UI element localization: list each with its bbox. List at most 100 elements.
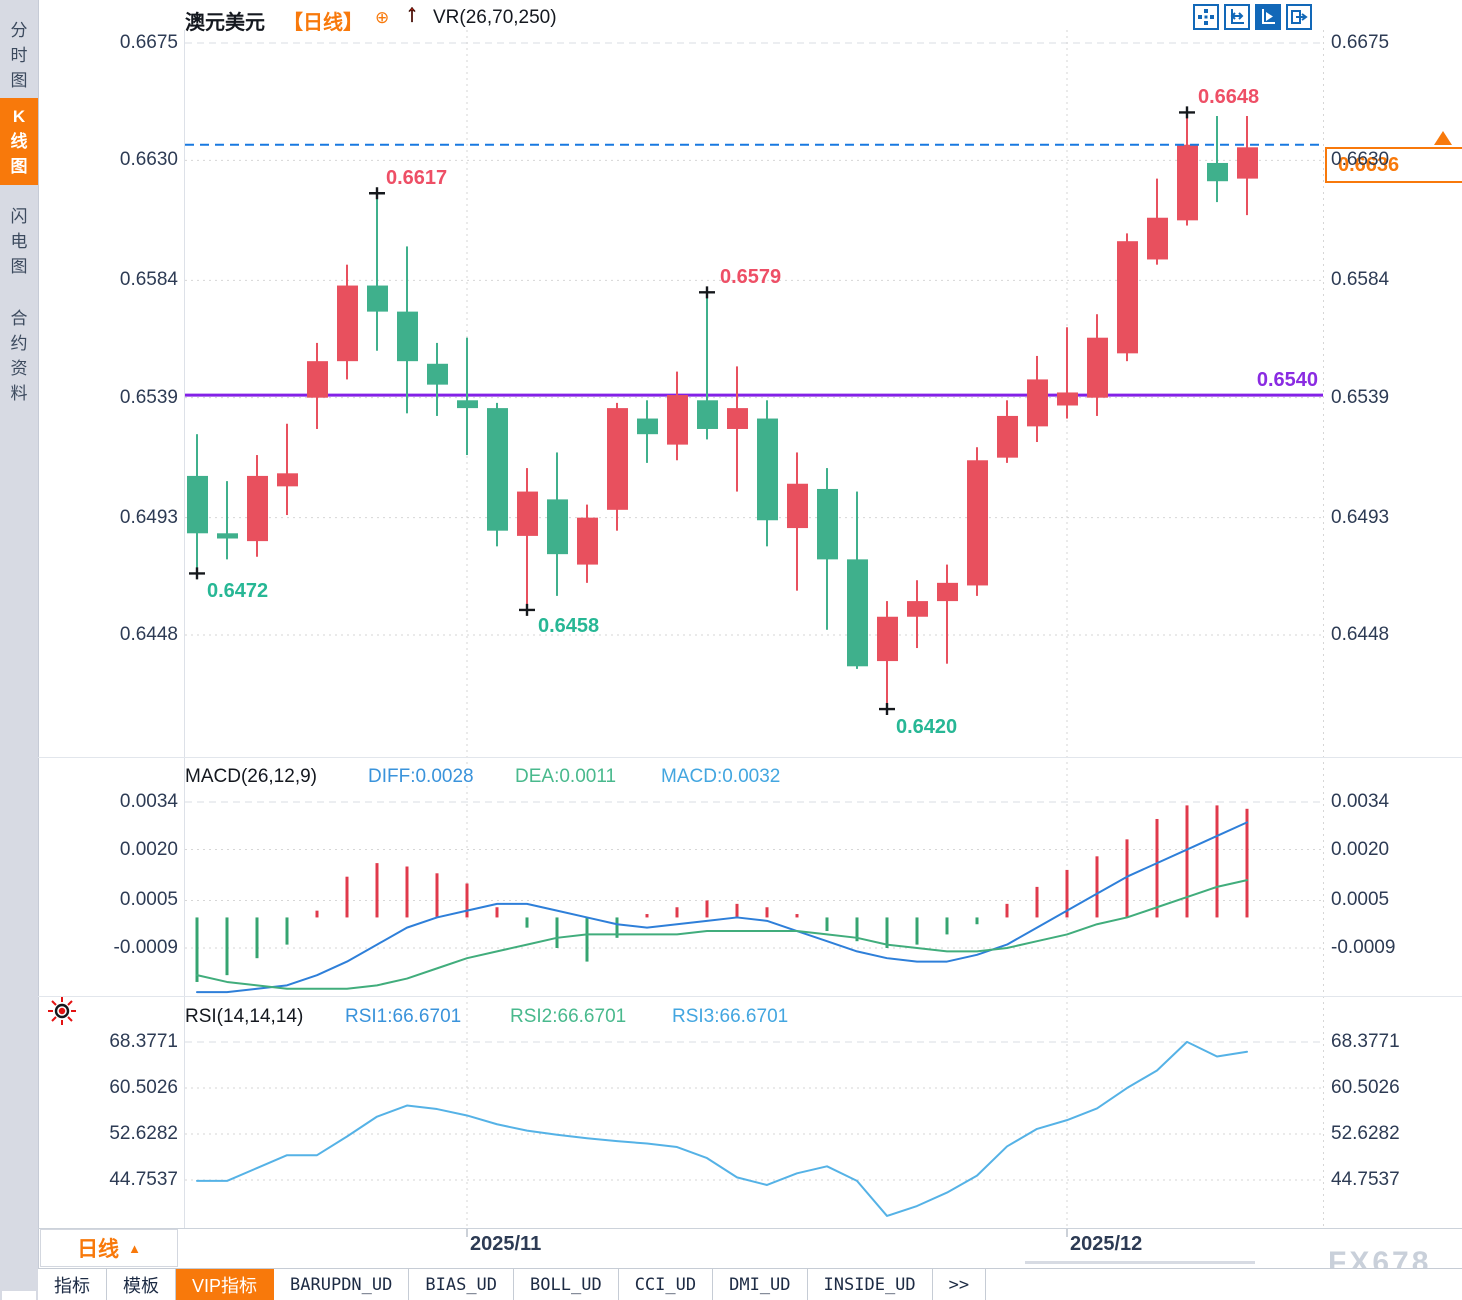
y-axis-tick: 68.3771 (109, 1031, 178, 1052)
pan-right-icon[interactable] (1286, 4, 1312, 30)
macd-histogram-bar (1095, 856, 1099, 918)
candle-body (607, 408, 628, 510)
swing-plus-marker (699, 286, 715, 299)
macd-histogram-bar (705, 900, 709, 918)
candle-wick (1216, 116, 1218, 203)
candle-wick (946, 564, 948, 664)
swing-plus-marker (1179, 106, 1195, 119)
period-dropdown-button[interactable]: 日线 ▲ (40, 1229, 178, 1267)
y-axis-tick: 44.7537 (109, 1169, 178, 1190)
tab-bias-ud[interactable]: BIAS_UD (409, 1269, 515, 1300)
candle-body (817, 488, 838, 560)
y-axis-tick: 0.6448 (119, 624, 178, 645)
current-price-box: 0.6636 (1325, 147, 1462, 183)
macd-histogram-bar (465, 883, 469, 918)
tab-dmi-ud[interactable]: DMI_UD (713, 1269, 808, 1300)
candle-body (457, 400, 478, 409)
macd-macd-value: MACD:0.0032 (661, 766, 781, 787)
candle-body (1207, 162, 1228, 182)
tab-inside-ud[interactable]: INSIDE_UD (808, 1269, 933, 1300)
candle-body (877, 616, 898, 662)
tab-指标[interactable]: 指标 (38, 1269, 107, 1300)
axis-play-icon[interactable] (1255, 4, 1281, 30)
tab-cci-ud[interactable]: CCI_UD (619, 1269, 714, 1300)
candle-body (1087, 337, 1108, 398)
candle-body (937, 582, 958, 602)
candle-wick (466, 337, 468, 456)
rsi1-value: RSI1:66.6701 (345, 1006, 462, 1027)
candle-body (757, 418, 778, 521)
candle-wick (286, 423, 288, 516)
y-axis-tick: 44.7537 (1331, 1169, 1400, 1190)
y-axis-tick: 0.6584 (119, 269, 178, 291)
candle-body (217, 533, 238, 539)
macd-histogram-bar (795, 914, 799, 918)
macd-title: MACD(26,12,9) (185, 766, 317, 787)
swing-price-label: 0.6472 (207, 580, 269, 602)
macd-histogram-bar (945, 917, 949, 935)
macd-histogram-bar (495, 907, 499, 918)
macd-histogram-bar (315, 910, 319, 918)
macd-histogram-bar (1215, 805, 1219, 918)
swing-plus-marker (519, 603, 535, 616)
candle-body (337, 285, 358, 362)
macd-histogram-bar (285, 917, 289, 945)
macd-histogram-bar (525, 917, 529, 928)
rsi3-value: RSI3:66.6701 (672, 1006, 789, 1027)
tab-vip指标[interactable]: VIP指标 (176, 1269, 275, 1300)
sidebar-bottom-box (2, 1291, 36, 1300)
tab-boll-ud[interactable]: BOLL_UD (514, 1269, 619, 1300)
swing-price-label: 0.6617 (386, 167, 448, 189)
x-axis-label: 2025/12 (1070, 1233, 1143, 1255)
macd-histogram-bar (855, 917, 859, 942)
sidebar-item-1[interactable]: 分时图 (10, 21, 28, 90)
candle-wick (706, 293, 708, 440)
horizontal-scrollbar-thumb[interactable] (1025, 1261, 1255, 1264)
candle-body (787, 483, 808, 529)
y-axis-tick: 0.0005 (119, 889, 178, 911)
tab-barupdn-ud[interactable]: BARUPDN_UD (274, 1269, 410, 1300)
candle-body (397, 311, 418, 362)
y-axis-tick: 0.6630 (1331, 149, 1390, 171)
tab--[interactable]: >> (933, 1269, 987, 1300)
y-axis-tick: 0.6539 (119, 386, 178, 408)
sidebar-item-4[interactable]: 合约资料 (10, 309, 28, 403)
candle-body (637, 418, 658, 435)
macd-histogram-bar (345, 876, 349, 918)
y-axis-tick: 0.6630 (119, 149, 178, 171)
y-axis-tick: -0.0009 (113, 937, 178, 958)
macd-histogram-bar (435, 873, 439, 918)
sidebar-item-3[interactable]: 闪电图 (10, 207, 28, 276)
macd-histogram-bar (735, 903, 739, 918)
period-label: 日线 (77, 1238, 120, 1261)
candle-body (487, 408, 508, 531)
candle-body (247, 475, 268, 542)
candle-body (997, 415, 1018, 458)
macd-histogram-bar (885, 917, 889, 948)
y-axis-tick: 52.6282 (109, 1122, 178, 1144)
candle-body (967, 460, 988, 586)
circle-plus-icon[interactable]: ⊕ (375, 8, 390, 27)
swing-plus-marker (879, 703, 895, 716)
rsi-title: RSI(14,14,14) (185, 1006, 304, 1027)
candle-body (307, 361, 328, 398)
chart-toolbar (1193, 4, 1312, 30)
y-axis-tick: 0.6448 (1331, 624, 1390, 645)
macd-histogram-bar (195, 917, 199, 982)
y-axis-tick: 60.5026 (1331, 1077, 1400, 1098)
panel-separator (38, 996, 1462, 997)
candle-body (1237, 147, 1258, 179)
crosshair-icon[interactable] (1193, 4, 1219, 30)
macd-histogram-bar (585, 917, 589, 962)
axis-range-icon[interactable] (1224, 4, 1250, 30)
price-up-arrow-icon (1434, 131, 1452, 145)
macd-histogram-bar (975, 917, 979, 925)
swing-plus-marker (189, 567, 205, 580)
candle-wick (526, 468, 528, 609)
macd-histogram-bar (615, 917, 619, 938)
y-axis-tick: 60.5026 (109, 1077, 178, 1098)
tab-模板[interactable]: 模板 (107, 1269, 176, 1300)
